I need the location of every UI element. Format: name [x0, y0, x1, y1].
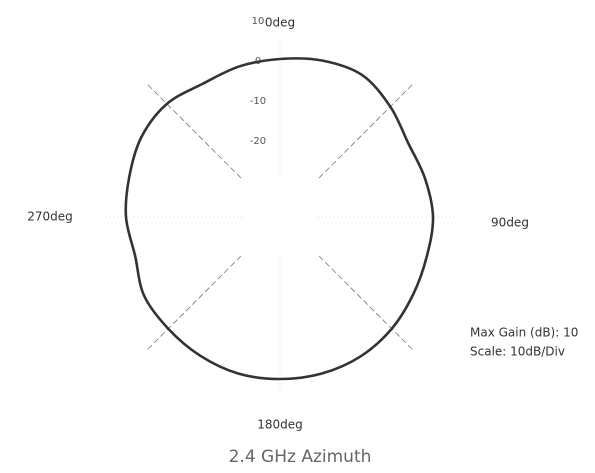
spoke	[145, 82, 242, 179]
r-tick-label: 10	[252, 16, 265, 27]
annotation: Scale: 10dB/Div	[470, 345, 565, 359]
r-tick-label: -20	[250, 136, 266, 147]
angle-label: 180deg	[257, 418, 303, 432]
spoke	[318, 255, 415, 352]
annotation: Max Gain (dB): 10	[470, 326, 578, 340]
chart-title: 2.4 GHz Azimuth	[229, 447, 372, 467]
pattern-line	[124, 57, 435, 381]
r-tick-label: -10	[250, 96, 266, 107]
angle-label: 0deg	[265, 16, 295, 30]
spoke	[318, 82, 415, 179]
angle-label: 270deg	[27, 210, 73, 224]
angle-label: 90deg	[491, 216, 529, 230]
spoke	[145, 255, 242, 352]
